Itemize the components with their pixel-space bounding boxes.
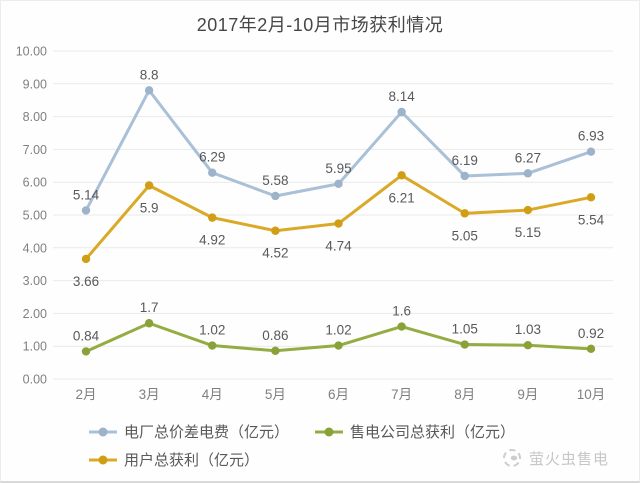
y-tick-label: 2.00 <box>23 307 47 321</box>
data-point-marker <box>271 226 280 235</box>
data-point-marker <box>523 169 533 178</box>
data-point-marker <box>208 168 217 177</box>
data-label: 1.02 <box>199 323 225 338</box>
y-tick-label: 4.00 <box>23 241 47 255</box>
data-point-marker <box>208 341 217 350</box>
data-point-marker <box>460 340 469 349</box>
x-tick-label: 4月 <box>202 387 223 402</box>
y-tick-label: 6.00 <box>23 176 47 190</box>
y-tick-label: 10.00 <box>16 45 47 59</box>
legend-row-2: 用户总获利（亿元） <box>89 449 541 470</box>
data-point-marker <box>586 344 596 354</box>
data-label: 1.6 <box>392 304 411 319</box>
data-label: 1.7 <box>140 300 159 315</box>
legend-label: 用户总获利（亿元） <box>124 452 260 469</box>
data-label: 4.92 <box>199 233 225 248</box>
data-point-marker <box>81 206 91 215</box>
data-label: 8.14 <box>388 89 415 104</box>
y-tick-label: 7.00 <box>23 143 47 157</box>
data-point-marker <box>334 341 343 350</box>
x-tick-label: 10月 <box>577 387 606 402</box>
data-point-marker <box>271 191 280 201</box>
data-point-marker <box>460 209 469 218</box>
data-point-marker <box>523 341 533 350</box>
data-point-marker <box>586 193 596 202</box>
data-label: 6.29 <box>199 150 225 165</box>
data-point-marker <box>334 179 343 189</box>
chart-legend: 电厂总价差电费（亿元） 售电公司总获利（亿元） 用户总获利（亿元） <box>89 421 541 477</box>
legend-label: 电厂总价差电费（亿元） <box>124 424 290 441</box>
data-point-marker <box>523 205 533 215</box>
x-tick-label: 8月 <box>454 387 475 402</box>
data-point-marker <box>81 254 91 264</box>
data-point-marker <box>271 346 280 355</box>
data-label: 0.86 <box>262 328 288 343</box>
brand-logo-text: 萤火虫售电 <box>528 450 609 468</box>
data-label: 4.52 <box>262 246 288 261</box>
data-label: 5.95 <box>325 161 351 176</box>
legend-item-user-profit: 用户总获利（亿元） <box>89 449 259 470</box>
x-tick-label: 9月 <box>517 387 538 402</box>
brand-logo: 萤火虫售电 <box>501 447 609 469</box>
legend-line-dot-icon <box>315 427 344 436</box>
data-label: 5.54 <box>578 212 605 227</box>
data-label: 5.14 <box>73 187 100 202</box>
firefly-icon <box>502 449 521 467</box>
x-tick-label: 7月 <box>391 387 412 402</box>
y-tick-label: 1.00 <box>23 340 47 354</box>
y-tick-label: 8.00 <box>23 110 47 124</box>
data-point-marker <box>460 171 469 181</box>
data-point-marker <box>397 107 406 117</box>
legend-row-1: 电厂总价差电费（亿元） 售电公司总获利（亿元） <box>89 421 541 442</box>
legend-item-retailer-profit: 售电公司总获利（亿元） <box>315 421 515 442</box>
data-label: 1.03 <box>515 322 541 337</box>
data-label: 6.21 <box>388 190 414 205</box>
data-label: 1.05 <box>452 322 478 337</box>
x-tick-label: 5月 <box>265 387 286 402</box>
y-tick-label: 0.00 <box>23 373 47 387</box>
data-label: 5.15 <box>515 225 541 240</box>
data-label: 5.58 <box>262 173 288 188</box>
data-label: 8.8 <box>140 67 159 82</box>
data-label: 6.27 <box>515 150 541 165</box>
data-label: 4.74 <box>325 239 352 254</box>
data-point-marker <box>586 147 596 156</box>
y-tick-label: 5.00 <box>23 209 47 223</box>
data-label: 0.84 <box>73 328 100 343</box>
data-label: 5.9 <box>140 200 159 215</box>
legend-label: 售电公司总获利（亿元） <box>350 424 516 441</box>
data-point-marker <box>144 86 154 95</box>
data-label: 6.93 <box>578 129 604 144</box>
x-tick-label: 3月 <box>139 387 160 402</box>
data-point-marker <box>208 213 217 222</box>
legend-item-plant-fee: 电厂总价差电费（亿元） <box>89 421 289 442</box>
x-tick-label: 6月 <box>328 387 349 402</box>
data-label: 6.19 <box>452 153 478 168</box>
y-tick-label: 9.00 <box>23 77 47 91</box>
data-point-marker <box>397 322 406 331</box>
data-label: 3.66 <box>73 274 99 289</box>
data-label: 0.92 <box>578 326 604 341</box>
data-point-marker <box>334 219 343 228</box>
data-point-marker <box>144 181 154 190</box>
x-tick-label: 2月 <box>75 387 96 402</box>
legend-line-dot-icon <box>89 427 117 436</box>
data-point-marker <box>397 171 406 180</box>
data-point-marker <box>81 347 91 356</box>
y-tick-label: 3.00 <box>23 274 47 288</box>
legend-line-dot-icon <box>89 455 117 464</box>
data-point-marker <box>144 319 154 328</box>
data-label: 1.02 <box>325 323 351 338</box>
chart-title: 2017年2月-10月市场获利情况 <box>196 15 444 35</box>
data-label: 5.05 <box>452 228 478 243</box>
